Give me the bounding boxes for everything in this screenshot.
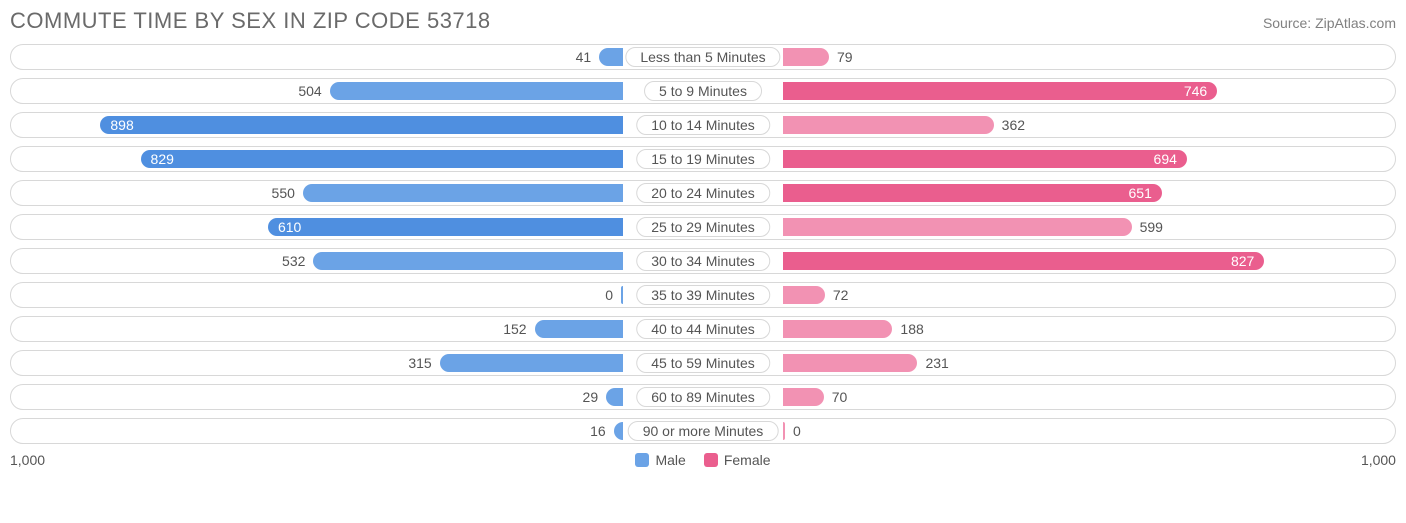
chart-footer: 1,000 Male Female 1,000 — [10, 452, 1396, 468]
category-label: Less than 5 Minutes — [625, 47, 780, 67]
female-value: 70 — [832, 389, 848, 405]
legend: Male Female — [635, 452, 770, 468]
female-bar — [783, 116, 994, 134]
legend-label: Female — [724, 452, 771, 468]
male-value: 0 — [605, 287, 613, 303]
male-bar — [100, 116, 623, 134]
female-value: 362 — [1002, 117, 1025, 133]
female-value: 188 — [900, 321, 923, 337]
chart-row: 610 599 25 to 29 Minutes — [10, 214, 1396, 240]
chart-row: 315 231 45 to 59 Minutes — [10, 350, 1396, 376]
male-value: 829 — [151, 151, 174, 167]
male-value: 532 — [282, 253, 305, 269]
chart-title: COMMUTE TIME BY SEX IN ZIP CODE 53718 — [10, 8, 491, 34]
male-bar — [614, 422, 623, 440]
male-value: 41 — [576, 49, 592, 65]
chart-rows: 41 79 Less than 5 Minutes 504 746 5 to 9 Minu… — [10, 44, 1396, 444]
axis-left-end: 1,000 — [10, 452, 45, 468]
male-value: 29 — [583, 389, 599, 405]
chart-row: 504 746 5 to 9 Minutes — [10, 78, 1396, 104]
male-bar — [440, 354, 623, 372]
female-bar — [783, 48, 829, 66]
chart-source: Source: ZipAtlas.com — [1263, 15, 1396, 31]
female-bar — [783, 218, 1132, 236]
chart-row: 29 70 60 to 89 Minutes — [10, 384, 1396, 410]
female-value: 79 — [837, 49, 853, 65]
legend-item: Female — [704, 452, 771, 468]
category-label: 60 to 89 Minutes — [636, 387, 770, 407]
male-value: 610 — [278, 219, 301, 235]
female-bar — [783, 422, 785, 440]
male-bar — [330, 82, 623, 100]
female-bar — [783, 82, 1217, 100]
chart-row: 0 72 35 to 39 Minutes — [10, 282, 1396, 308]
female-value: 72 — [833, 287, 849, 303]
category-label: 10 to 14 Minutes — [636, 115, 770, 135]
category-label: 40 to 44 Minutes — [636, 319, 770, 339]
male-bar — [268, 218, 623, 236]
female-value: 694 — [1154, 151, 1177, 167]
female-value: 827 — [1231, 253, 1254, 269]
male-bar — [313, 252, 623, 270]
female-value: 746 — [1184, 83, 1207, 99]
male-bar — [606, 388, 623, 406]
male-bar — [141, 150, 623, 168]
male-value: 504 — [298, 83, 321, 99]
male-value: 315 — [408, 355, 431, 371]
male-bar — [535, 320, 623, 338]
female-value: 599 — [1140, 219, 1163, 235]
category-label: 5 to 9 Minutes — [644, 81, 762, 101]
category-label: 90 or more Minutes — [628, 421, 779, 441]
chart-row: 152 188 40 to 44 Minutes — [10, 316, 1396, 342]
category-label: 35 to 39 Minutes — [636, 285, 770, 305]
female-bar — [783, 320, 892, 338]
female-value: 231 — [925, 355, 948, 371]
female-bar — [783, 150, 1187, 168]
legend-swatch — [635, 453, 649, 467]
male-value: 16 — [590, 423, 606, 439]
female-value: 0 — [793, 423, 801, 439]
category-label: 25 to 29 Minutes — [636, 217, 770, 237]
legend-item: Male — [635, 452, 685, 468]
chart-row: 16 0 90 or more Minutes — [10, 418, 1396, 444]
legend-swatch — [704, 453, 718, 467]
category-label: 45 to 59 Minutes — [636, 353, 770, 373]
male-value: 152 — [503, 321, 526, 337]
chart-row: 829 694 15 to 19 Minutes — [10, 146, 1396, 172]
legend-label: Male — [655, 452, 685, 468]
female-bar — [783, 184, 1162, 202]
male-value: 898 — [110, 117, 133, 133]
category-label: 30 to 34 Minutes — [636, 251, 770, 271]
axis-right-end: 1,000 — [1361, 452, 1396, 468]
female-value: 651 — [1129, 185, 1152, 201]
category-label: 15 to 19 Minutes — [636, 149, 770, 169]
female-bar — [783, 252, 1264, 270]
female-bar — [783, 388, 824, 406]
chart-header: COMMUTE TIME BY SEX IN ZIP CODE 53718 So… — [10, 8, 1396, 34]
female-bar — [783, 354, 917, 372]
male-bar — [303, 184, 623, 202]
chart-row: 898 362 10 to 14 Minutes — [10, 112, 1396, 138]
chart-row: 532 827 30 to 34 Minutes — [10, 248, 1396, 274]
chart-row: 41 79 Less than 5 Minutes — [10, 44, 1396, 70]
male-bar — [621, 286, 623, 304]
male-bar — [599, 48, 623, 66]
category-label: 20 to 24 Minutes — [636, 183, 770, 203]
male-value: 550 — [272, 185, 295, 201]
chart-row: 550 651 20 to 24 Minutes — [10, 180, 1396, 206]
female-bar — [783, 286, 825, 304]
